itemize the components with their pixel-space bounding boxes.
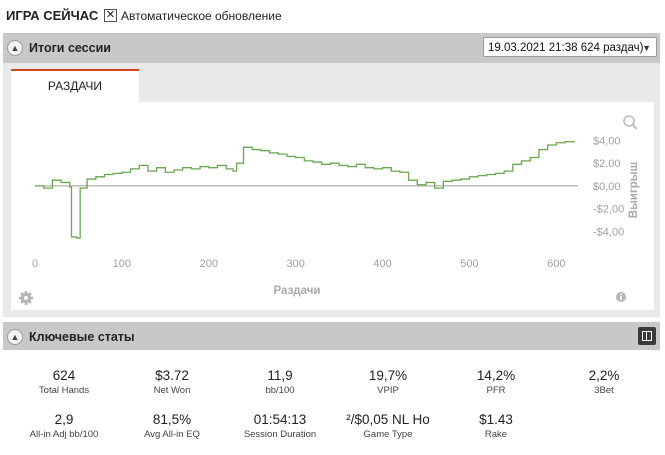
stat-net-won: $3.72 Net Won	[117, 368, 227, 396]
stat-label: Avg All-in EQ	[144, 429, 200, 440]
x-tick-label: 0	[32, 258, 38, 270]
key-stats-title: Ключевые статы	[29, 330, 135, 344]
stat-label: Rake	[484, 429, 508, 440]
x-tick-label: 300	[286, 258, 304, 270]
series-line	[35, 140, 575, 239]
session-select[interactable]: 19.03.2021 21:38 624 раздач) ▼	[483, 37, 657, 57]
stat-pfr: 14,2% PFR	[441, 368, 551, 396]
y-tick-label: $2,00	[593, 158, 621, 170]
session-panel: РАЗДАЧИ $4,00 $2,00 $0,00 -$2,00 -$4,00 0 100 2…	[3, 63, 660, 317]
tab-hands[interactable]: РАЗДАЧИ	[11, 69, 139, 102]
stat-value: 01:54:13	[253, 412, 307, 427]
key-stats-panel: 624 Total Hands $3.72 Net Won 11,9 bb/10…	[3, 350, 660, 453]
stat-value: $3.72	[155, 368, 189, 383]
stat-bb100: 11,9 bb/100	[225, 368, 335, 396]
stat-rake: $1.43 Rake	[441, 412, 551, 440]
stat-label: Total Hands	[38, 385, 90, 396]
stat-3bet: 2,2% 3Bet	[549, 368, 659, 396]
y-axis-label: Выигрыш	[628, 162, 640, 218]
x-tick-label: 100	[113, 258, 131, 270]
session-section-title: Итоги сессии	[29, 41, 111, 55]
info-icon[interactable]	[616, 292, 626, 302]
stat-value: 624	[52, 368, 76, 383]
zoom-icon[interactable]	[623, 115, 638, 130]
gear-icon[interactable]	[19, 291, 33, 305]
stat-value: ²/$0,05 NL Ho	[346, 412, 430, 427]
stat-session-duration: 01:54:13 Session Duration	[225, 412, 335, 440]
auto-update-checkbox[interactable]: ✕	[104, 9, 117, 22]
x-axis-label: Раздачи	[274, 285, 321, 297]
stat-value: 19,7%	[368, 368, 408, 383]
x-tick-label: 200	[200, 258, 218, 270]
y-tick-label: -$2,00	[593, 204, 624, 216]
stat-label: bb/100	[265, 385, 295, 396]
stat-vpip: 19,7% VPIP	[333, 368, 443, 396]
top-bar: ИГРА СЕЙЧАС ✕ Автоматическое обновление	[0, 0, 665, 33]
x-tick-label: 600	[547, 258, 565, 270]
stat-total-hands: 624 Total Hands	[9, 368, 119, 396]
session-section-header: ▲ Итоги сессии 19.03.2021 21:38 624 разд…	[3, 33, 660, 63]
stat-game-type: ²/$0,05 NL Ho Game Type	[333, 412, 443, 440]
stat-value: 14,2%	[476, 368, 516, 383]
stat-label: PFR	[486, 385, 506, 396]
stat-label: VPIP	[377, 385, 399, 396]
chevron-up-icon[interactable]: ▲	[7, 329, 23, 345]
stat-label: All-in Adj bb/100	[29, 429, 99, 440]
y-tick-label: $4,00	[593, 135, 621, 147]
stat-label: Session Duration	[243, 429, 317, 440]
stat-label: Game Type	[363, 429, 413, 440]
chevron-up-icon[interactable]: ▲	[7, 40, 23, 56]
stat-avg-allin-eq: 81,5% Avg All-in EQ	[117, 412, 227, 440]
winnings-chart: $4,00 $2,00 $0,00 -$2,00 -$4,00 0 100 200 300 400…	[19, 115, 640, 305]
stat-value: 11,9	[267, 368, 293, 383]
key-stats-header: ▲ Ключевые статы	[3, 322, 660, 352]
stat-value: 2,9	[54, 412, 74, 427]
stat-value: 81,5%	[152, 412, 192, 427]
layout-icon[interactable]	[638, 327, 656, 345]
chart-card: $4,00 $2,00 $0,00 -$2,00 -$4,00 0 100 200 300 400…	[11, 102, 654, 310]
auto-update-label[interactable]: Автоматическое обновление	[121, 9, 282, 23]
x-tick-label: 500	[460, 258, 478, 270]
chevron-down-icon[interactable]: ▼	[642, 43, 651, 53]
stat-label: Net Won	[153, 385, 191, 396]
page-title: ИГРА СЕЙЧАС	[6, 8, 99, 23]
y-tick-label: -$4,00	[593, 226, 624, 238]
stat-label: 3Bet	[594, 385, 614, 396]
stat-allin-adj: 2,9 All-in Adj bb/100	[9, 412, 119, 440]
y-tick-label: $0,00	[593, 181, 621, 193]
x-tick-label: 400	[373, 258, 391, 270]
stat-value: 2,2%	[588, 368, 620, 383]
session-select-value: 19.03.2021 21:38 624 раздач)	[488, 42, 644, 54]
stat-value: $1.43	[479, 412, 513, 427]
